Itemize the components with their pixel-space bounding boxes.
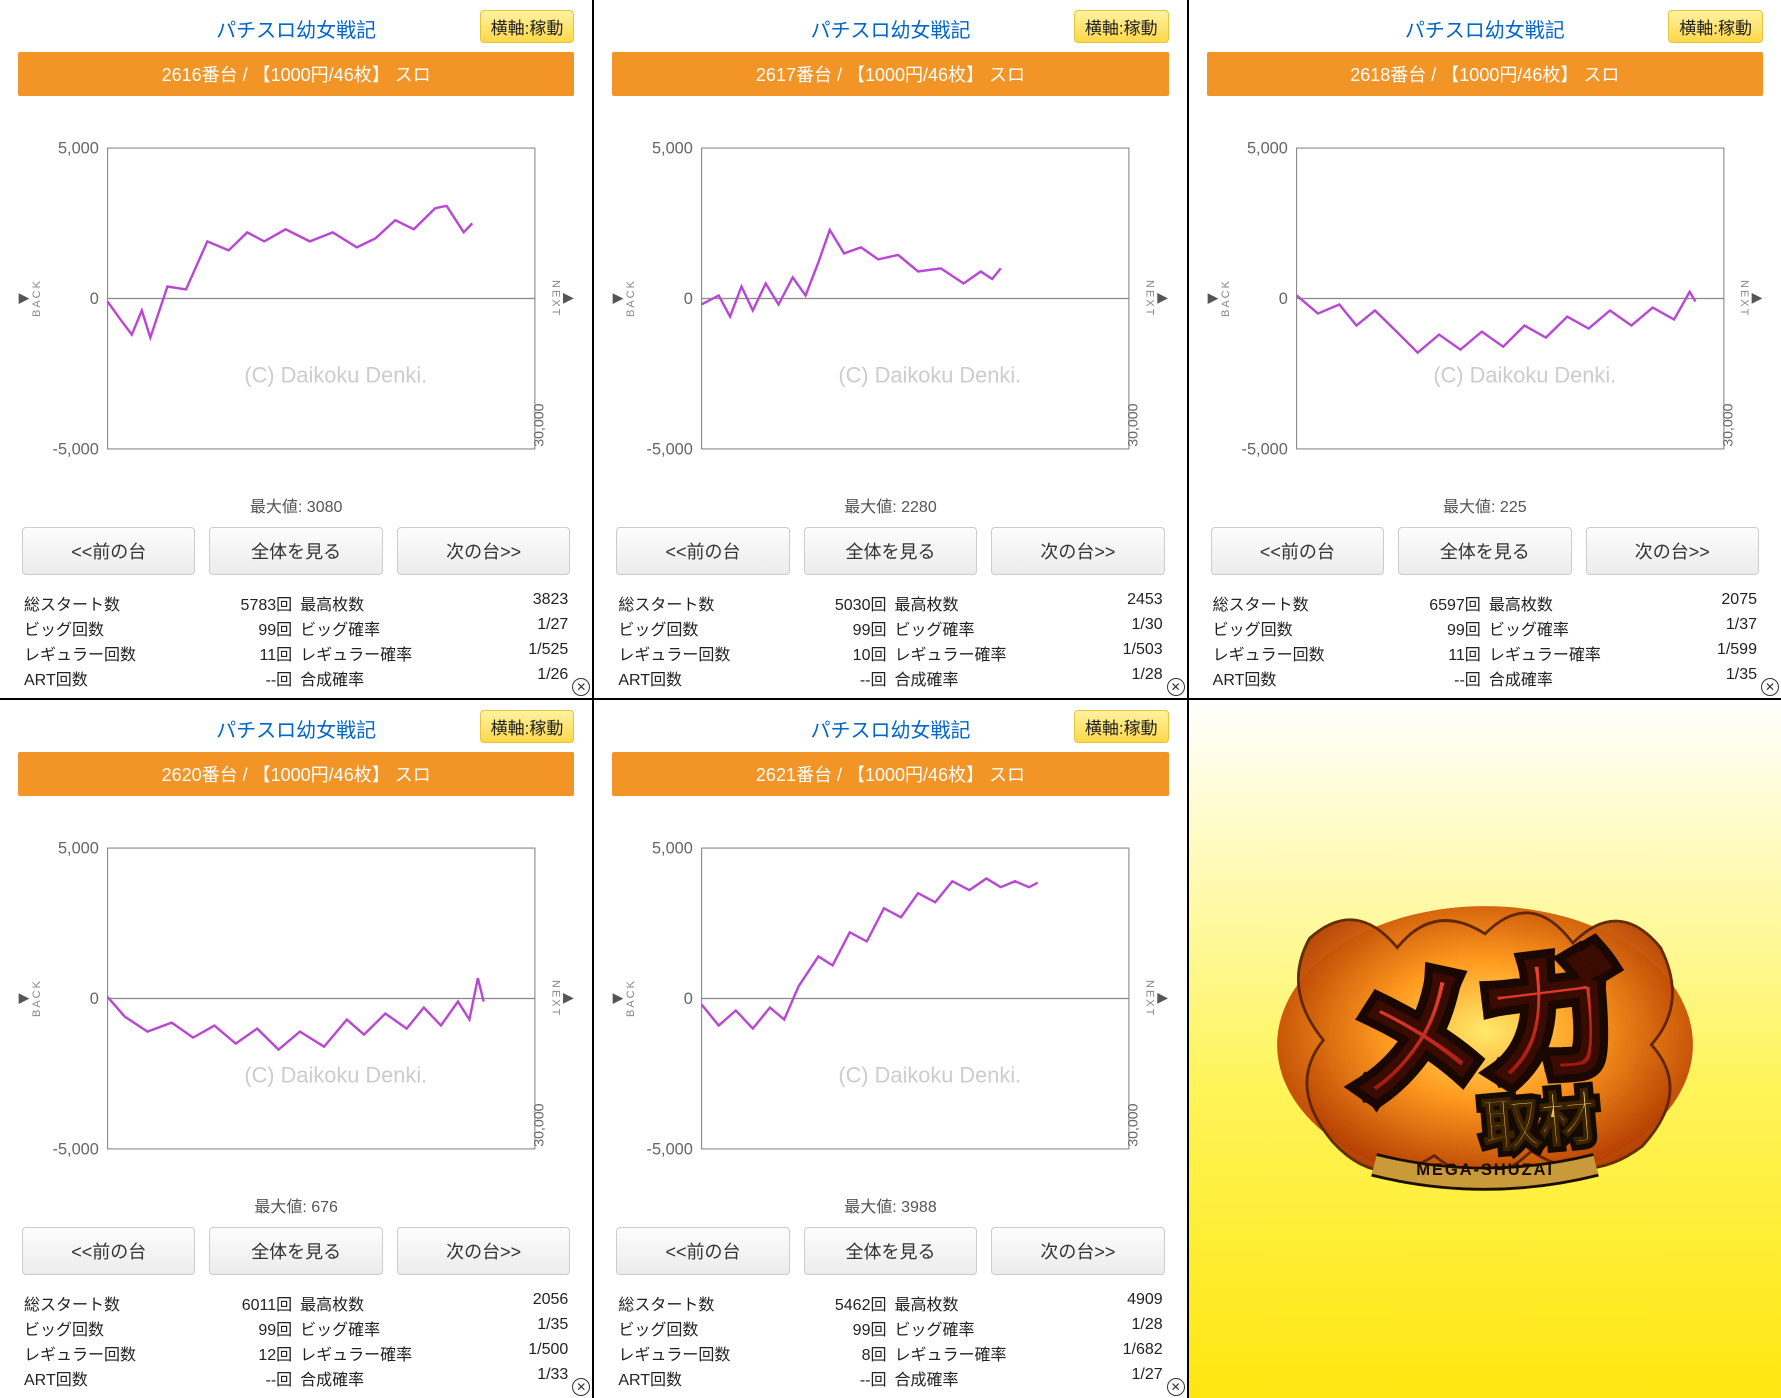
close-icon[interactable]: ✕ [1761, 678, 1779, 696]
stats-table: 総スタート数6597回最高枚数2075 ビッグ回数99回ビッグ確率1/37 レギ… [1207, 591, 1763, 690]
close-icon[interactable]: ✕ [572, 1378, 590, 1396]
axis-badge[interactable]: 横軸:稼動 [1074, 10, 1169, 43]
machine-info-bar: 2618番台 / 【1000円/46枚】 スロ [1207, 52, 1763, 96]
svg-text:0: 0 [684, 990, 693, 1008]
next-machine-button[interactable]: 次の台>> [991, 527, 1164, 575]
machine-panel: パチスロ幼女戦記 横軸:稼動 2616番台 / 【1000円/46枚】 スロ ◀… [0, 0, 592, 698]
svg-text:-5,000: -5,000 [647, 440, 693, 458]
svg-text:-5,000: -5,000 [647, 1140, 693, 1158]
svg-text:0: 0 [684, 290, 693, 308]
svg-text:0: 0 [90, 290, 99, 308]
back-tab[interactable]: ◀BACK [612, 802, 634, 1195]
max-value: 最大値: 3988 [612, 1193, 1168, 1217]
axis-badge[interactable]: 横軸:稼動 [1074, 710, 1169, 743]
logo-text-sub: 取材 [1480, 1086, 1600, 1160]
view-all-button[interactable]: 全体を見る [804, 1227, 977, 1275]
next-tab[interactable]: ▶NEXT [1147, 802, 1169, 1195]
prev-machine-button[interactable]: <<前の台 [1211, 527, 1384, 575]
machine-title-link[interactable]: パチスロ幼女戦記 [810, 714, 970, 743]
chart: -5,000 0 5,000 (C) Daikoku Denki. 30,000 [40, 102, 552, 495]
machine-info-bar: 2616番台 / 【1000円/46枚】 スロ [18, 52, 574, 96]
watermark: (C) Daikoku Denki. [839, 1063, 1022, 1088]
svg-text:30,000: 30,000 [1126, 1103, 1142, 1146]
next-machine-button[interactable]: 次の台>> [991, 1227, 1164, 1275]
svg-text:5,000: 5,000 [652, 840, 693, 858]
logo-panel: メガ メガ 取材 取材 MEGA-SHUZAI [1189, 700, 1781, 1398]
machine-info-bar: 2617番台 / 【1000円/46枚】 スロ [612, 52, 1168, 96]
next-tab[interactable]: ▶NEXT [552, 802, 574, 1195]
machine-title-link[interactable]: パチスロ幼女戦記 [216, 714, 376, 743]
next-machine-button[interactable]: 次の台>> [397, 1227, 570, 1275]
axis-badge[interactable]: 横軸:稼動 [480, 710, 575, 743]
svg-text:5,000: 5,000 [1247, 140, 1288, 158]
svg-text:-5,000: -5,000 [53, 440, 99, 458]
stats-table: 総スタート数5462回最高枚数4909 ビッグ回数99回ビッグ確率1/28 レギ… [612, 1291, 1168, 1390]
svg-text:-5,000: -5,000 [53, 1140, 99, 1158]
next-tab[interactable]: ▶NEXT [1741, 102, 1763, 495]
machine-panel: パチスロ幼女戦記 横軸:稼動 2620番台 / 【1000円/46枚】 スロ ◀… [0, 700, 592, 1398]
back-tab[interactable]: ◀BACK [612, 102, 634, 495]
chart: -5,000 0 5,000 (C) Daikoku Denki. 30,000 [1229, 102, 1741, 495]
machine-title-link[interactable]: パチスロ幼女戦記 [1405, 14, 1565, 43]
prev-machine-button[interactable]: <<前の台 [22, 527, 195, 575]
next-machine-button[interactable]: 次の台>> [397, 527, 570, 575]
axis-badge[interactable]: 横軸:稼動 [480, 10, 575, 43]
chart: -5,000 0 5,000 (C) Daikoku Denki. 30,000 [634, 102, 1146, 495]
back-tab[interactable]: ◀BACK [18, 102, 40, 495]
svg-text:30,000: 30,000 [532, 1103, 548, 1146]
svg-text:5,000: 5,000 [58, 140, 99, 158]
svg-text:30,000: 30,000 [532, 403, 548, 446]
next-machine-button[interactable]: 次の台>> [1586, 527, 1759, 575]
machine-info-bar: 2621番台 / 【1000円/46枚】 スロ [612, 752, 1168, 796]
next-tab[interactable]: ▶NEXT [552, 102, 574, 495]
prev-machine-button[interactable]: <<前の台 [22, 1227, 195, 1275]
svg-text:5,000: 5,000 [652, 140, 693, 158]
svg-text:0: 0 [1278, 290, 1287, 308]
back-tab[interactable]: ◀BACK [1207, 102, 1229, 495]
machine-title-link[interactable]: パチスロ幼女戦記 [216, 14, 376, 43]
prev-machine-button[interactable]: <<前の台 [616, 527, 789, 575]
chart: -5,000 0 5,000 (C) Daikoku Denki. 30,000 [40, 802, 552, 1195]
svg-text:5,000: 5,000 [58, 840, 99, 858]
svg-text:30,000: 30,000 [1720, 403, 1736, 446]
svg-text:30,000: 30,000 [1126, 403, 1142, 446]
next-tab[interactable]: ▶NEXT [1147, 102, 1169, 495]
machine-panel: パチスロ幼女戦記 横軸:稼動 2621番台 / 【1000円/46枚】 スロ ◀… [594, 700, 1186, 1398]
svg-text:0: 0 [90, 990, 99, 1008]
view-all-button[interactable]: 全体を見る [804, 527, 977, 575]
max-value: 最大値: 3080 [18, 493, 574, 517]
view-all-button[interactable]: 全体を見る [209, 1227, 382, 1275]
stats-table: 総スタート数5783回最高枚数3823 ビッグ回数99回ビッグ確率1/27 レギ… [18, 591, 574, 690]
close-icon[interactable]: ✕ [1167, 678, 1185, 696]
stats-table: 総スタート数6011回最高枚数2056 ビッグ回数99回ビッグ確率1/35 レギ… [18, 1291, 574, 1390]
max-value: 最大値: 2280 [612, 493, 1168, 517]
mega-shuzai-logo: メガ メガ 取材 取材 MEGA-SHUZAI [1254, 883, 1716, 1216]
stats-table: 総スタート数5030回最高枚数2453 ビッグ回数99回ビッグ確率1/30 レギ… [612, 591, 1168, 690]
machine-panel: パチスロ幼女戦記 横軸:稼動 2618番台 / 【1000円/46枚】 スロ ◀… [1189, 0, 1781, 698]
machine-info-bar: 2620番台 / 【1000円/46枚】 スロ [18, 752, 574, 796]
max-value: 最大値: 676 [18, 1193, 574, 1217]
close-icon[interactable]: ✕ [1167, 1378, 1185, 1396]
machine-panel: パチスロ幼女戦記 横軸:稼動 2617番台 / 【1000円/46枚】 スロ ◀… [594, 0, 1186, 698]
watermark: (C) Daikoku Denki. [244, 1063, 427, 1088]
view-all-button[interactable]: 全体を見る [209, 527, 382, 575]
machine-title-link[interactable]: パチスロ幼女戦記 [810, 14, 970, 43]
svg-text:-5,000: -5,000 [1241, 440, 1287, 458]
logo-text-roman: MEGA-SHUZAI [1416, 1160, 1554, 1179]
axis-badge[interactable]: 横軸:稼動 [1668, 10, 1763, 43]
chart: -5,000 0 5,000 (C) Daikoku Denki. 30,000 [634, 802, 1146, 1195]
watermark: (C) Daikoku Denki. [839, 363, 1022, 388]
close-icon[interactable]: ✕ [572, 678, 590, 696]
view-all-button[interactable]: 全体を見る [1398, 527, 1571, 575]
prev-machine-button[interactable]: <<前の台 [616, 1227, 789, 1275]
max-value: 最大値: 225 [1207, 493, 1763, 517]
watermark: (C) Daikoku Denki. [244, 363, 427, 388]
watermark: (C) Daikoku Denki. [1433, 363, 1616, 388]
back-tab[interactable]: ◀BACK [18, 802, 40, 1195]
